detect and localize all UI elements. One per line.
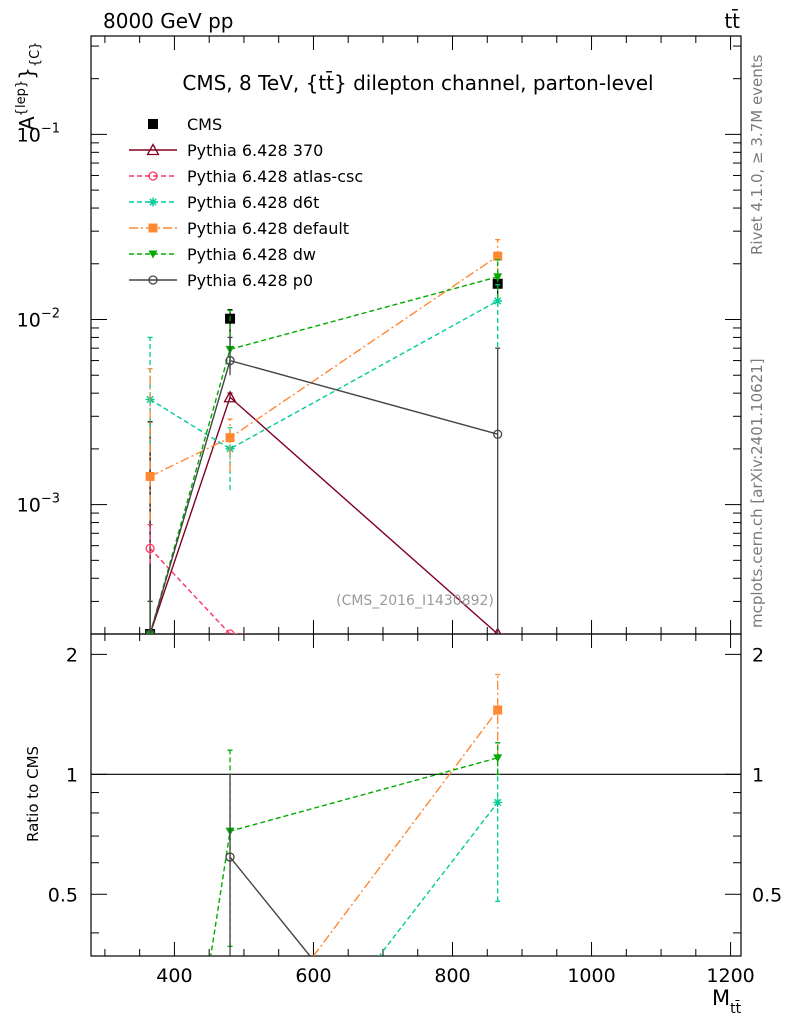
y-tick-label: 10−3 — [17, 492, 60, 517]
legend-label: Pythia 6.428 atlas-csc — [187, 167, 363, 186]
ratio-tick-label: 2 — [66, 644, 78, 666]
data-point — [145, 471, 155, 481]
series-line — [149, 276, 498, 634]
analysis-watermark: (CMS_2016_I1430892) — [336, 593, 494, 609]
legend-label: Pythia 6.428 p0 — [187, 271, 313, 290]
data-point — [225, 629, 235, 634]
ratio-point — [225, 852, 235, 862]
x-tick-label: 400 — [156, 965, 192, 987]
svg-text:A{lep}}{C}: A{lep}}{C} — [14, 42, 43, 130]
series-pythia-6-428-d6t — [145, 284, 503, 490]
ratio-tick-label-right: 2 — [752, 644, 764, 666]
data-point — [225, 433, 235, 443]
y-axis-label: A{lep}}{C} — [14, 42, 43, 130]
series-pythia-6-428-p0 — [145, 336, 503, 634]
main-plot-area — [145, 238, 503, 646]
legend-label: Pythia 6.428 dw — [187, 245, 316, 264]
ratio-series-pythia-6-428-p0 — [225, 773, 311, 956]
y-axis-label-sub: {C} — [28, 42, 43, 68]
legend-entry: CMS — [148, 115, 222, 134]
ratio-series-pythia-6-428-d6t — [378, 742, 503, 956]
data-point — [223, 390, 237, 403]
x-axis-label: Mtt̄ — [712, 986, 742, 1017]
legend-entry: Pythia 6.428 dw — [129, 245, 316, 264]
legend-marker — [146, 143, 160, 156]
y-axis-label-tail: } — [15, 67, 39, 80]
legend-label: Pythia 6.428 default — [187, 219, 349, 238]
x-tick-label: 1000 — [567, 965, 615, 987]
ratio-series-pythia-6-428-default — [312, 673, 503, 956]
legend-label: CMS — [187, 115, 222, 134]
ratio-tick-label-right: 0.5 — [752, 884, 782, 906]
data-point — [145, 543, 155, 554]
data-point — [493, 429, 503, 439]
data-point — [145, 629, 155, 634]
process-label: tt̄ — [724, 8, 740, 33]
legend-marker — [148, 171, 158, 181]
series-line — [149, 396, 499, 634]
data-point — [492, 278, 503, 289]
series-pythia-6-428-atlas-csc — [145, 523, 502, 646]
x-tick-label: 600 — [295, 965, 331, 987]
ratio-y-axis-label: Ratio to CMS — [24, 746, 42, 842]
ratio-line — [312, 709, 499, 956]
ratio-point — [493, 754, 503, 763]
rivet-label: Rivet 4.1.0, ≥ 3.7M events — [748, 54, 766, 255]
legend-marker — [148, 197, 158, 207]
data-point — [493, 273, 503, 282]
legend-entry: Pythia 6.428 370 — [129, 141, 323, 160]
ratio-line — [210, 757, 498, 956]
x-axis-label-sub: tt̄ — [730, 999, 741, 1017]
legend-marker — [148, 275, 158, 285]
y-tick-label: 10−1 — [17, 121, 60, 146]
y-tick-label: 10−2 — [17, 306, 60, 331]
x-axis-label-main: M — [712, 986, 730, 1010]
data-point — [493, 296, 503, 306]
x-tick-label: 800 — [434, 965, 470, 987]
ratio-point — [493, 797, 503, 807]
series-pythia-6-428-default — [145, 238, 503, 521]
data-point — [493, 627, 502, 634]
legend: CMS Pythia 6.428 370 Pythia 6.428 atlas-cs… — [129, 115, 363, 290]
series-line — [149, 300, 499, 450]
legend-entry: Pythia 6.428 d6t — [129, 193, 319, 212]
mcplots-label: mcplots.cern.ch [arXiv:2401.10621] — [748, 358, 766, 628]
axis-ticks: 400 600 800 1000 1200 10−1 10−2 10−3 0.5 0.5 1 1 2 2 — [17, 36, 782, 987]
legend-marker — [148, 250, 158, 259]
energy-label: 8000 GeV pp — [103, 9, 234, 33]
ratio-tick-label: 0.5 — [48, 884, 78, 906]
series-line — [149, 359, 498, 634]
legend-label: Pythia 6.428 d6t — [187, 193, 319, 212]
ratio-line — [378, 802, 499, 956]
legend-label: Pythia 6.428 370 — [187, 141, 323, 160]
y-axis-label-main: A — [15, 116, 39, 130]
legend-marker — [148, 223, 158, 233]
ratio-plot-area — [91, 673, 741, 956]
ratio-line — [229, 856, 311, 956]
y-axis-label-sup: {lep} — [14, 80, 29, 116]
data-point — [225, 355, 235, 366]
data-point — [493, 251, 503, 261]
legend-entry: Pythia 6.428 atlas-csc — [129, 167, 363, 186]
legend-entry: Pythia 6.428 p0 — [129, 271, 313, 290]
chart-title: CMS, 8 TeV, {tt̄} dilepton channel, part… — [182, 70, 653, 95]
series-pythia-6-428-dw — [145, 259, 503, 634]
data-point — [494, 638, 502, 646]
ratio-point — [493, 705, 503, 715]
legend-marker — [148, 119, 158, 129]
series-cms — [145, 276, 503, 634]
ratio-tick-label-right: 1 — [752, 764, 764, 786]
ratio-tick-label: 1 — [66, 764, 78, 786]
ratio-panel-frame — [90, 633, 742, 957]
x-tick-label: 1200 — [706, 965, 754, 987]
legend-entry: Pythia 6.428 default — [129, 219, 349, 238]
